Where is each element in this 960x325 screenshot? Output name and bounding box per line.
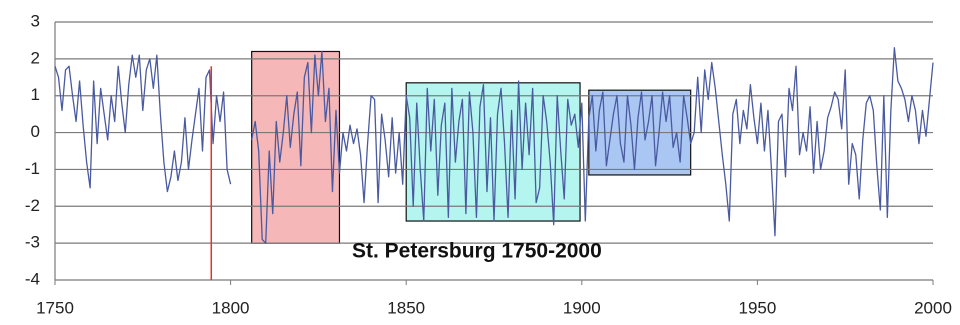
y-tick-label: 1 — [31, 85, 40, 104]
highlight-box — [251, 50, 341, 244]
x-tick-label: 1750 — [36, 298, 74, 317]
annotation: St. Petersburg 1750-2000 — [352, 240, 602, 263]
y-tick-label: 0 — [31, 122, 40, 141]
x-tick-label: 1950 — [738, 298, 776, 317]
y-tick-label: 3 — [31, 11, 40, 30]
y-tick-label: -3 — [25, 233, 40, 252]
x-tick-label: 2000 — [914, 298, 952, 317]
x-tick-label: 1900 — [563, 298, 601, 317]
y-tick-label: -4 — [25, 269, 40, 288]
y-tick-label: -2 — [25, 196, 40, 215]
x-tick-label: 1850 — [387, 298, 425, 317]
data-line — [54, 47, 934, 244]
y-tick-label: 2 — [31, 48, 40, 67]
x-tick-label: 1800 — [212, 298, 250, 317]
y-tick-label: -1 — [25, 159, 40, 178]
